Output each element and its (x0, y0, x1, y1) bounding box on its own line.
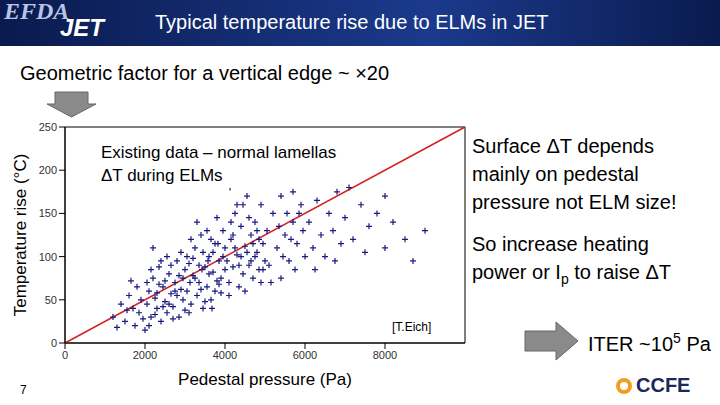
svg-text:6000: 6000 (293, 349, 317, 361)
html-text:ΔT during ELMs: ΔT during ELMs (101, 166, 223, 185)
svg-text:Temperature rise (°C): Temperature rise (°C) (11, 154, 30, 317)
svg-text:200: 200 (39, 164, 57, 176)
html-text:pressure not ELM size!: pressure not ELM size! (472, 191, 677, 213)
svg-text:4000: 4000 (213, 349, 237, 361)
svg-text:250: 250 (39, 121, 57, 133)
svg-text:Pedestal pressure (Pa): Pedestal pressure (Pa) (178, 370, 352, 389)
svg-text:0: 0 (62, 349, 68, 361)
svg-text:50: 50 (45, 294, 57, 306)
svg-text:150: 150 (39, 207, 57, 219)
svg-text:0: 0 (51, 337, 57, 349)
html-text:[T.Eich]: [T.Eich] (392, 320, 432, 334)
html-text:mainly on pedestal: mainly on pedestal (472, 163, 639, 185)
html-text:JET: JET (60, 14, 104, 41)
html-text:power or Ipto raise ΔT: power or Ipto raise ΔT (472, 261, 671, 287)
html-text:Existing data – normal lamella: Existing data – normal lamellas (101, 143, 337, 162)
svg-text:2000: 2000 (133, 349, 157, 361)
html-text:Surface ΔT depends: Surface ΔT depends (472, 135, 654, 157)
html-text:ITER ~10: ITER ~10 (588, 332, 673, 355)
html-text:7: 7 (20, 383, 27, 397)
html-text:So increase heating: So increase heating (472, 233, 649, 255)
html-text:Geometric factor for a vertica: Geometric factor for a vertical edge ~ ×… (20, 62, 390, 84)
html-text:Typical temperature rise due t: Typical temperature rise due to ELMs in … (155, 11, 549, 33)
html-text:5Pa: 5Pa (673, 330, 711, 355)
svg-text:100: 100 (39, 251, 57, 263)
html-text:CCFE: CCFE (636, 374, 691, 396)
svg-text:8000: 8000 (373, 349, 397, 361)
